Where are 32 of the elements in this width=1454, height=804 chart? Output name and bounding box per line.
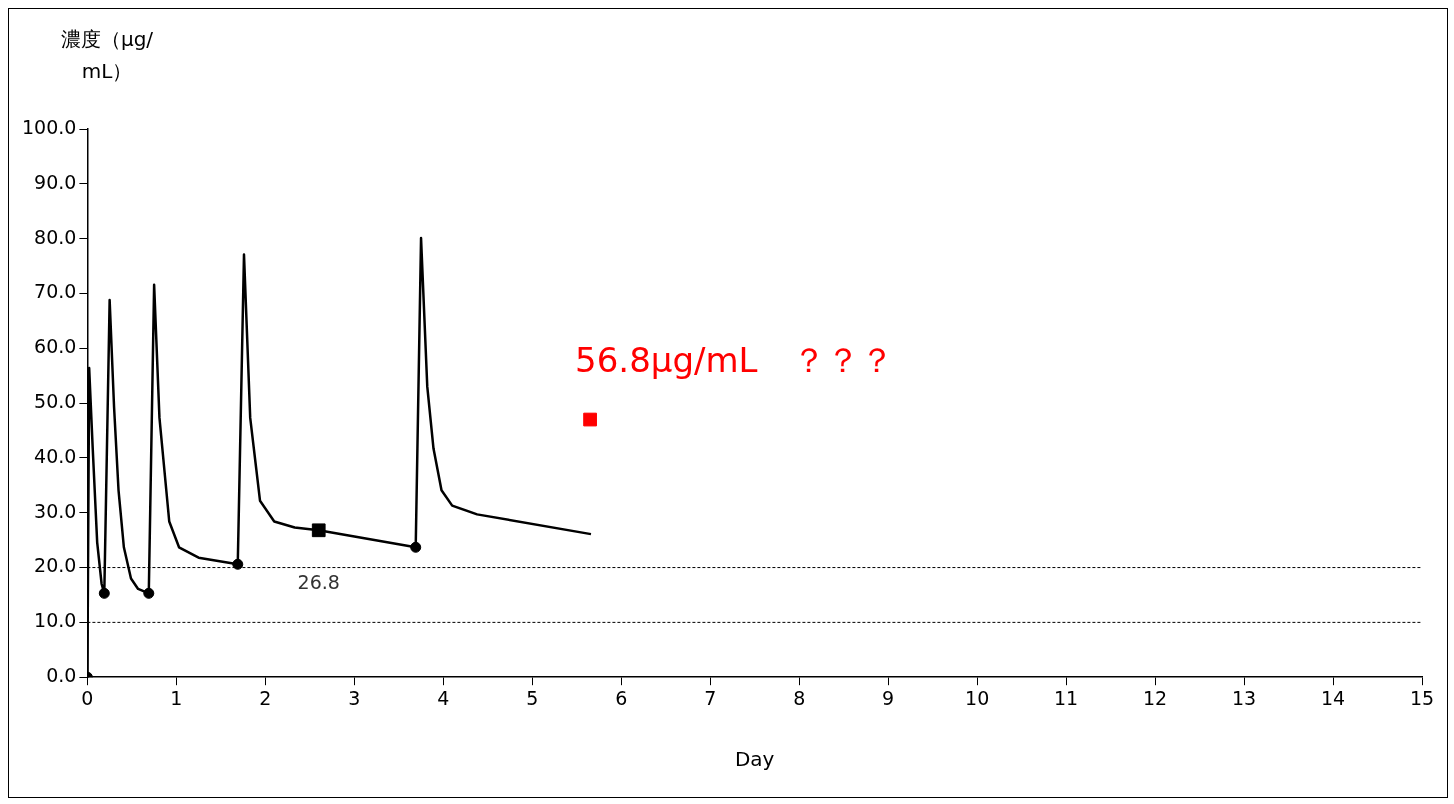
x-tick-label: 11 <box>1054 686 1079 709</box>
y-tick-label: 90.0 <box>34 170 77 193</box>
x-tick-label: 14 <box>1320 686 1346 709</box>
x-tick-label: 1 <box>170 686 183 709</box>
x-tick-label: 6 <box>615 686 628 709</box>
x-tick-label: 12 <box>1142 686 1168 709</box>
y-tick-label: 10.0 <box>34 609 77 632</box>
y-tick-label: 20.0 <box>34 554 77 577</box>
x-tick-label: 2 <box>259 686 272 709</box>
data-label: 26.8 <box>297 570 340 593</box>
annotation: 56.8μg/mL ？？？ <box>575 339 894 380</box>
x-tick-label: 8 <box>793 686 806 709</box>
y-tick-label: 30.0 <box>34 499 77 522</box>
x-axis-title: Day <box>734 747 775 772</box>
y-tick-label: 80.0 <box>34 225 77 248</box>
x-tick-label: 5 <box>526 686 539 709</box>
y-tick-label: 70.0 <box>34 280 77 303</box>
x-tick-label: 3 <box>348 686 361 709</box>
y-tick-label: 0.0 <box>46 664 77 687</box>
x-tick-label: 4 <box>437 686 450 709</box>
y-axis-title: 濃度（μg/mL） <box>60 27 154 84</box>
y-tick-label: 50.0 <box>34 390 77 413</box>
y-tick-label: 40.0 <box>34 444 77 467</box>
x-tick-label: 13 <box>1231 686 1257 709</box>
x-tick-label: 15 <box>1409 686 1435 709</box>
y-tick-label: 100.0 <box>21 115 77 138</box>
point <box>583 412 597 427</box>
x-tick-label: 0 <box>81 686 94 709</box>
x-tick-label: 10 <box>965 686 990 709</box>
x-tick-label: 9 <box>882 686 895 709</box>
y-tick-label: 60.0 <box>34 335 77 358</box>
x-tick-label: 7 <box>704 686 717 709</box>
